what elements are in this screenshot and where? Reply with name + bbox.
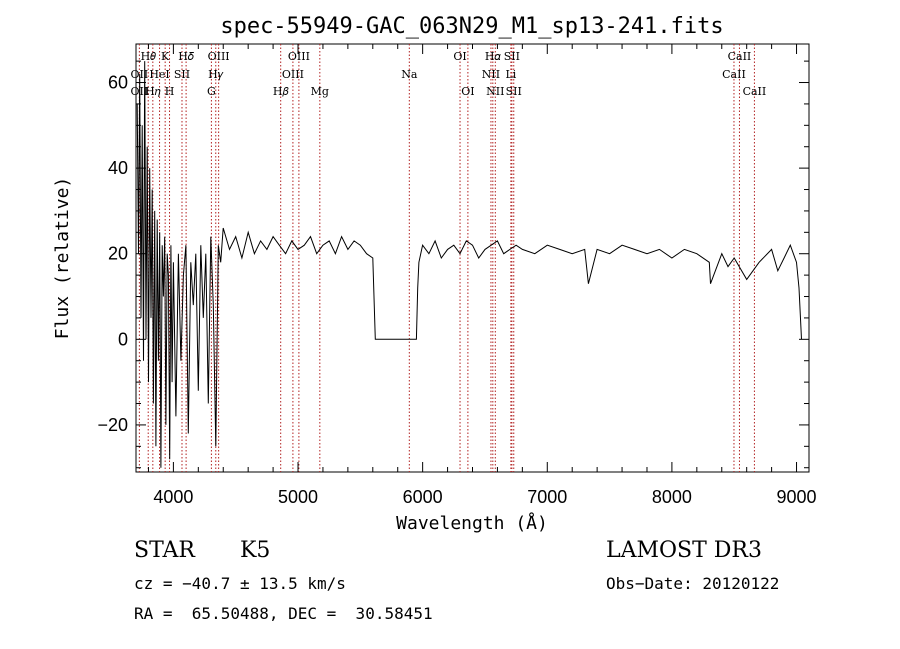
spectrum-line — [136, 61, 802, 468]
spectral-line-label: SII — [174, 68, 190, 81]
spectral-line-label: H𝜂 — [145, 85, 161, 98]
spectral-line-label: Na — [401, 68, 418, 81]
spectral-line-label: SII — [506, 85, 522, 98]
x-tick-label: 4000 — [153, 487, 193, 507]
spectral-line-label: NII — [482, 68, 500, 81]
x-tick-label: 9000 — [777, 487, 817, 507]
observation-date: Obs−Date: 20120122 — [606, 574, 780, 593]
spectral-line-label: H — [165, 85, 175, 98]
spectral-line-label: HeI — [149, 68, 169, 81]
spectral-line-label: K — [161, 50, 170, 63]
spectral-line-label: OIII — [288, 50, 310, 63]
spectral-line-label: OIII — [208, 50, 230, 63]
spectral-line-label: G — [207, 85, 216, 98]
x-axis-label: Wavelength (Å) — [396, 512, 548, 534]
spectral-line-label: CaII — [728, 50, 752, 63]
spectral-line-label: CaII — [743, 85, 767, 98]
spectral-line-label: CaII — [722, 68, 746, 81]
x-tick-label: 6000 — [403, 487, 443, 507]
spectral-line-label: OI — [461, 85, 474, 98]
coordinates: RA = 65.50488, DEC = 30.58451 — [134, 604, 433, 623]
spectral-line-label: Li — [505, 68, 516, 81]
spectral-line-label: SII — [504, 50, 520, 63]
spectral-line-label: H𝜃 — [141, 50, 157, 63]
y-tick-label: 0 — [118, 329, 128, 349]
chart-title: spec-55949-GAC_063N29_M1_sp13-241.fits — [220, 14, 723, 39]
spectral-line-label: OI — [453, 50, 466, 63]
spectral-line-label: NII — [486, 85, 504, 98]
spectral-line-label: H𝛽 — [273, 85, 289, 98]
spectral-line-label: OIII — [282, 68, 304, 81]
spectral-line-label: H𝛿 — [178, 50, 195, 63]
object-class: STAR — [134, 538, 195, 563]
redshift-velocity: cz = −40.7 ± 13.5 km/s — [134, 574, 346, 593]
y-tick-label: 40 — [108, 158, 128, 178]
x-tick-label: 5000 — [278, 487, 318, 507]
plot-frame — [135, 43, 810, 473]
plot-area — [135, 43, 810, 473]
spectral-line-label: H𝛾 — [208, 68, 224, 81]
spectral-line-label: H𝛼 — [485, 50, 502, 63]
x-axis-ticks: 4000 5000 6000 7000 8000 9000 — [147, 44, 817, 507]
survey-name: LAMOST DR3 — [606, 538, 762, 563]
y-tick-label: −20 — [97, 415, 128, 435]
object-subclass: K5 — [240, 538, 271, 563]
x-tick-label: 8000 — [652, 487, 692, 507]
y-axis-label: Flux (relative) — [52, 177, 73, 340]
line-markers — [138, 44, 755, 472]
y-axis-ticks: 60 40 20 0 −20 — [97, 60, 809, 469]
x-tick-label: 7000 — [527, 487, 567, 507]
spectral-line-label: Mg — [311, 85, 329, 98]
y-tick-label: 20 — [108, 244, 128, 264]
y-tick-label: 60 — [108, 73, 128, 93]
